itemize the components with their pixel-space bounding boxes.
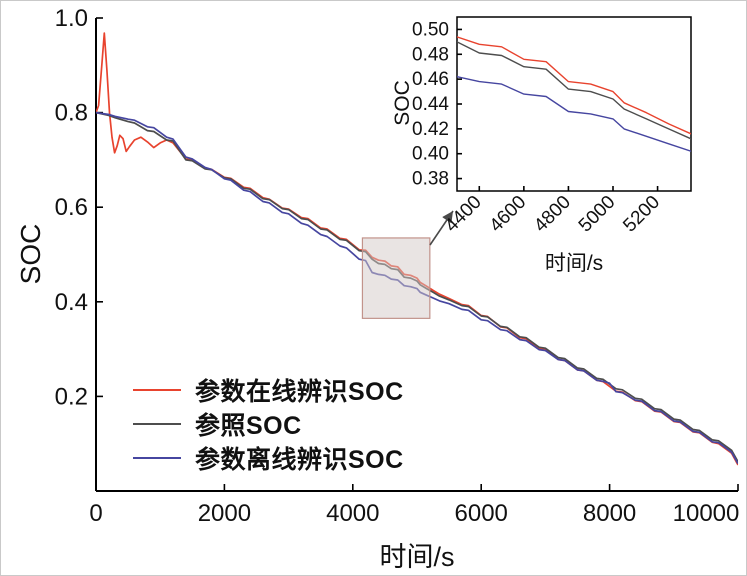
legend-label: 参数在线辨识SOC	[195, 378, 404, 406]
inset-x-axis-label: 时间/s	[544, 252, 604, 275]
x-tick-label: 8000	[583, 500, 636, 527]
legend-item: 参数在线辨识SOC	[133, 373, 404, 407]
legend: 参数在线辨识SOC 参照SOC 参数离线辨识SOC	[133, 373, 404, 475]
x-tick-label: 4600	[486, 192, 531, 237]
x-tick-label: 4000	[326, 500, 379, 527]
x-tick-label: 0	[89, 500, 102, 527]
main-x-axis-label: 时间/s	[379, 542, 455, 572]
inset-y-axis-label: SOC	[391, 80, 414, 126]
y-tick-label: 0.40	[412, 144, 449, 165]
y-tick-label: 0.48	[412, 44, 449, 65]
x-tick-label: 4400	[441, 192, 486, 237]
y-tick-label: 0.2	[55, 383, 88, 410]
y-tick-label: 0.44	[412, 94, 449, 115]
legend-label: 参照SOC	[195, 412, 302, 440]
x-tick-label: 5000	[575, 192, 620, 237]
x-tick-label: 5200	[619, 192, 664, 237]
legend-item: 参照SOC	[133, 407, 404, 441]
y-tick-label: 1.0	[55, 5, 88, 32]
inset-frame	[456, 16, 692, 192]
zoom-arrow	[429, 210, 454, 246]
x-tick-label: 4800	[530, 192, 575, 237]
y-tick-label: 0.38	[412, 169, 449, 190]
y-tick-label: 0.46	[412, 69, 449, 90]
y-tick-label: 0.8	[55, 100, 88, 127]
y-tick-label: 0.42	[412, 119, 449, 140]
legend-line-swatch	[133, 423, 181, 425]
legend-item: 参数离线辨识SOC	[133, 441, 404, 475]
y-tick-label: 0.6	[55, 194, 88, 221]
main-y-axis-label: SOC	[15, 223, 46, 285]
legend-line-swatch	[133, 389, 181, 391]
legend-label: 参数离线辨识SOC	[195, 446, 404, 474]
zoom-region-highlight	[361, 237, 431, 319]
y-tick-label: 0.50	[412, 19, 449, 40]
y-tick-label: 0.4	[55, 289, 88, 316]
x-tick-label: 10000	[673, 500, 740, 527]
x-tick-label: 6000	[455, 500, 508, 527]
main-axes: 0 2000 4000 6000 8000 10000 0.2 0.4 0.6 0.8 1.0	[55, 5, 740, 527]
legend-line-swatch	[133, 457, 181, 459]
x-tick-label: 2000	[198, 500, 251, 527]
